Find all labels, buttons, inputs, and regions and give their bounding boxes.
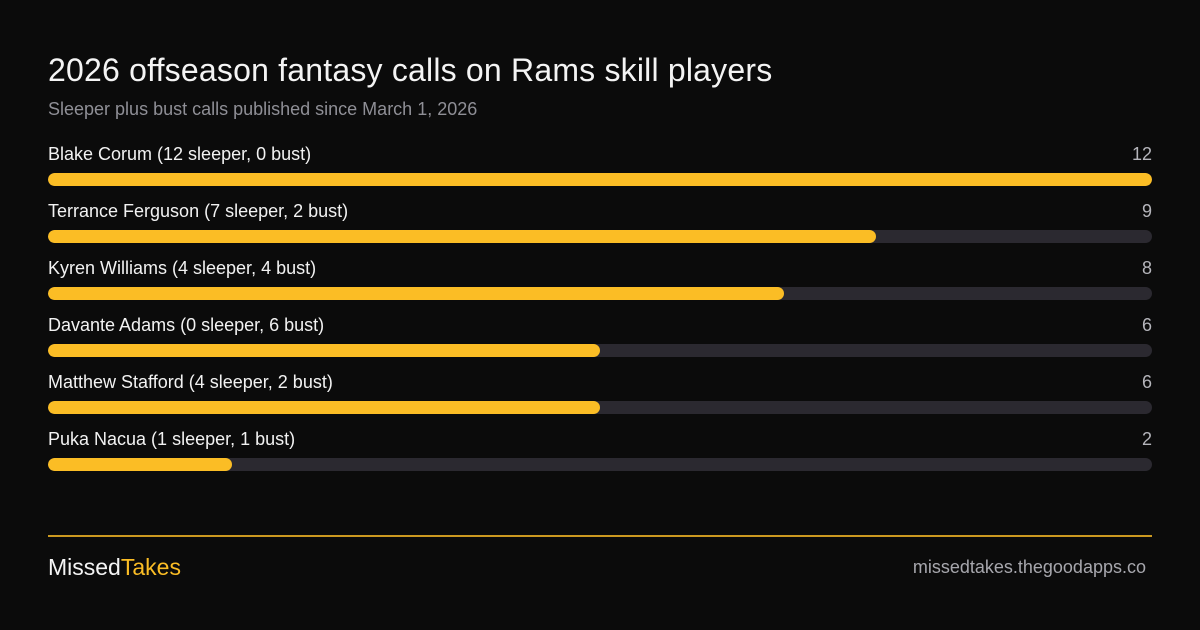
bar-value-label: 12	[1131, 144, 1152, 164]
bar-row: Puka Nacua (1 sleeper, 1 bust) 2	[48, 429, 1152, 486]
bar-label: Matthew Stafford (4 sleeper, 2 bust)	[48, 372, 333, 392]
brand-logo: MissedTakes	[48, 554, 181, 581]
bar-track	[48, 230, 1152, 243]
brand-name-part1: Missed	[48, 554, 121, 580]
bar-track	[48, 173, 1152, 186]
footer-divider	[48, 535, 1152, 537]
bar-value-label: 2	[1141, 429, 1152, 449]
bar-row: Blake Corum (12 sleeper, 0 bust) 12	[48, 144, 1152, 201]
bar-value-label: 6	[1141, 372, 1152, 392]
bar-value-label: 6	[1141, 315, 1152, 335]
bar-fill	[48, 401, 600, 414]
bar-value-label: 8	[1141, 258, 1152, 278]
bar-label: Puka Nacua (1 sleeper, 1 bust)	[48, 429, 296, 449]
bar-row: Matthew Stafford (4 sleeper, 2 bust) 6	[48, 372, 1152, 429]
chart-title: 2026 offseason fantasy calls on Rams ski…	[48, 52, 773, 88]
bar-track	[48, 401, 1152, 414]
bar-fill	[48, 230, 876, 243]
bar-row: Davante Adams (0 sleeper, 6 bust) 6	[48, 315, 1152, 372]
brand-name-part2: Takes	[120, 554, 181, 580]
bar-fill	[48, 458, 232, 471]
chart-subtitle: Sleeper plus bust calls published since …	[48, 99, 478, 119]
bar-row: Terrance Ferguson (7 sleeper, 2 bust) 9	[48, 201, 1152, 258]
bar-track	[48, 344, 1152, 357]
bar-track	[48, 458, 1152, 471]
bar-label: Davante Adams (0 sleeper, 6 bust)	[48, 315, 325, 335]
bar-fill	[48, 344, 600, 357]
bar-chart: Blake Corum (12 sleeper, 0 bust) 12 Terran…	[48, 144, 1152, 486]
bar-fill	[48, 173, 1152, 186]
bar-label: Blake Corum (12 sleeper, 0 bust)	[48, 144, 312, 164]
bar-value-label: 9	[1141, 201, 1152, 221]
bar-label: Kyren Williams (4 sleeper, 4 bust)	[48, 258, 317, 278]
bar-track	[48, 287, 1152, 300]
bar-fill	[48, 287, 784, 300]
bar-row: Kyren Williams (4 sleeper, 4 bust) 8	[48, 258, 1152, 315]
site-url: missedtakes.thegoodapps.co	[912, 557, 1146, 577]
bar-label: Terrance Ferguson (7 sleeper, 2 bust)	[48, 201, 349, 221]
